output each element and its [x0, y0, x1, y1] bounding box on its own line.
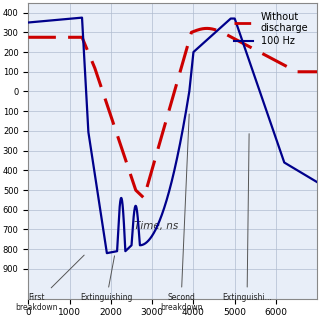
Legend: Without
discharge, 100 Hz: Without discharge, 100 Hz	[230, 8, 312, 50]
Text: Extinguishi...: Extinguishi...	[222, 134, 272, 301]
Text: Second
breakdown: Second breakdown	[160, 114, 202, 312]
Text: First
breakdown: First breakdown	[15, 255, 84, 312]
Text: Time, ns: Time, ns	[134, 221, 179, 231]
Text: Extinguishing: Extinguishing	[81, 256, 133, 301]
